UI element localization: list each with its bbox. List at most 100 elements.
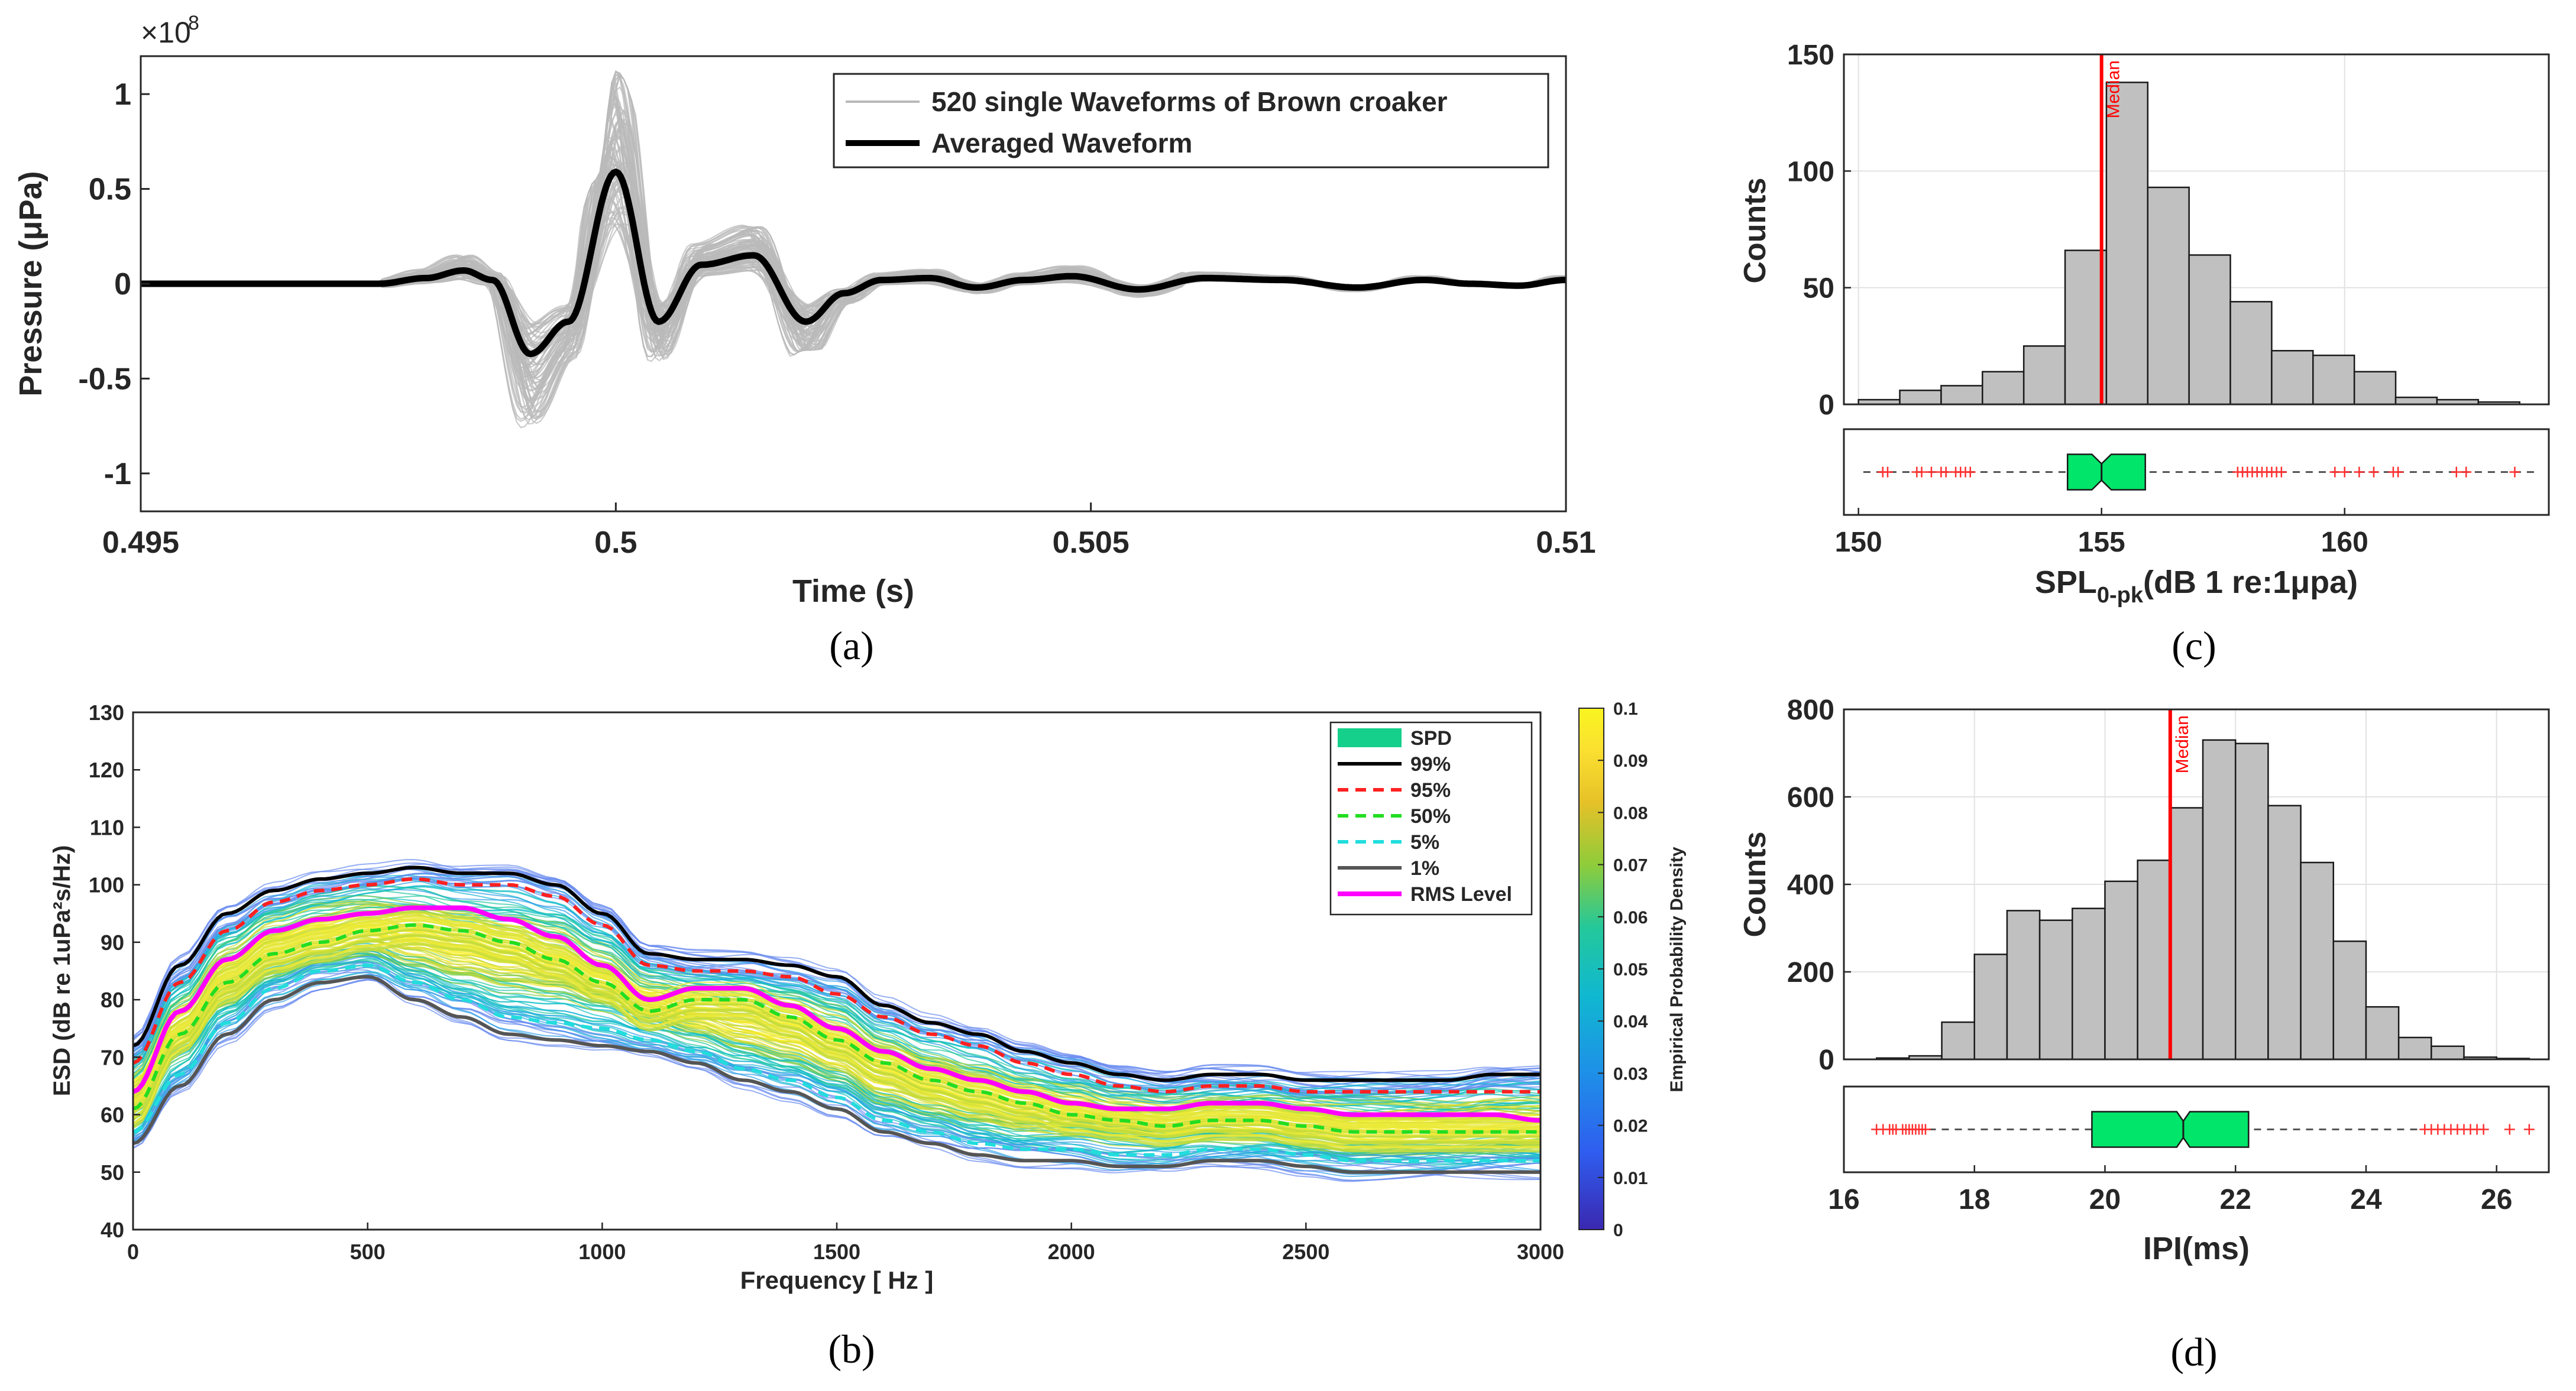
panel-b-legend-label-95: 95%	[1410, 779, 1451, 802]
panel-c-xtick-label: 150	[1835, 527, 1882, 558]
panel-c-box-ticks: 150 155 160	[1835, 508, 2368, 558]
panel-c-outlier	[2393, 466, 2404, 478]
panel-b-ytick-label: 130	[89, 701, 124, 725]
panel-d-bar	[2431, 1045, 2465, 1061]
panel-c-ytick-label: 100	[1787, 156, 1834, 187]
panel-b-colorbar-tick-label: 0.1	[1613, 699, 1638, 719]
panel-b-spd-core-trace	[133, 932, 1541, 1141]
panel-c-bar	[1899, 390, 1942, 406]
panel-d-ytick-label: 800	[1787, 695, 1834, 726]
panel-b-ytick-label: 120	[89, 758, 124, 782]
panel-d-bar	[2267, 805, 2302, 1061]
panel-b-xtick-label: 1500	[813, 1240, 860, 1264]
panel-d-bar	[2104, 880, 2138, 1061]
panel-d-bar	[2332, 940, 2367, 1061]
panel-a-ytick-label: 0.5	[89, 173, 131, 207]
panel-a-ytick-label: 0	[114, 267, 131, 301]
panel-a-single-waveform	[141, 148, 1566, 365]
panel-d-outlier	[2478, 1124, 2489, 1135]
panel-a-single-waveform	[141, 218, 1566, 330]
panel-d-xtick-label: 18	[1959, 1184, 1990, 1215]
panel-a-caption: (a)	[829, 623, 873, 668]
panel-b-spd-trace	[133, 867, 1541, 1094]
panel-b-spd-trace	[133, 961, 1541, 1171]
panel-c-caption: (c)	[2172, 623, 2216, 668]
panel-d-outlier	[1920, 1124, 1931, 1135]
panel-b-xtick-label: 500	[350, 1240, 386, 1264]
panel-a-single-waveform	[141, 210, 1566, 333]
panel-b-spd-core-trace	[133, 927, 1541, 1136]
panel-d-ytick-label: 600	[1787, 782, 1834, 813]
panel-c-outlier	[2276, 466, 2287, 478]
panel-b-spd-core-trace	[133, 943, 1541, 1152]
panel-b-colorbar-tick-label: 0.01	[1613, 1169, 1648, 1188]
panel-c-outlier	[2329, 466, 2341, 478]
panel-c-hist-ticks: 0 50 100 150	[1787, 40, 1851, 421]
panel-c-histogram: Median	[1844, 54, 2549, 406]
panel-b-ytick-label: 100	[89, 873, 124, 897]
panel-b-percentile-lines	[133, 865, 1541, 1174]
panel-a-single-waveform	[141, 164, 1566, 356]
panel-b-spd-core-trace	[133, 933, 1541, 1142]
panel-c-bar	[2147, 186, 2190, 406]
panel-b-spd-trace	[133, 903, 1541, 1121]
panel-d-bar	[1941, 1021, 1975, 1061]
panel-b-legend-label-5: 5%	[1410, 831, 1439, 854]
panel-c-box	[2066, 453, 2146, 491]
panel-d-outlier	[2523, 1124, 2535, 1135]
panel-b-legend-label-50: 50%	[1410, 805, 1451, 828]
panel-a-single-waveform	[141, 137, 1566, 372]
panel-b-spd-core-trace	[133, 935, 1541, 1143]
panel-d-bar	[2169, 807, 2204, 1061]
panel-b-colorbar-tick-label: 0.08	[1613, 803, 1648, 823]
panel-d-ytick-label: 400	[1787, 870, 1834, 901]
panel-c-outlier	[2368, 466, 2380, 478]
panel-b-spd-trace	[133, 876, 1541, 1098]
panel-b-spd-core-trace	[133, 919, 1541, 1128]
panel-a-single-waveform	[141, 160, 1566, 356]
panel-c-bar	[2022, 345, 2066, 406]
panel-a-single-waveform	[141, 223, 1566, 325]
panel-a-single-waveform	[141, 154, 1566, 369]
panel-d-bar	[2365, 1006, 2400, 1061]
panel-a-ytick-label: 1	[114, 77, 131, 112]
panel-a-single-waveform	[141, 184, 1566, 346]
panel-a-single-waveform	[141, 196, 1566, 339]
panel-b-ticks: 0 500 1000 1500 2000 2500 3000 130 120 110 100 90 80…	[89, 701, 1564, 1264]
panel-a-single-waveform	[141, 211, 1566, 334]
panel-a-xlabel: Time (s)	[792, 573, 914, 609]
panel-b-caption: (b)	[828, 1327, 875, 1371]
panel-c-bar	[2271, 349, 2314, 406]
panel-d-xtick-label: 20	[2089, 1184, 2121, 1215]
panel-b-legend-swatch-spd	[1338, 728, 1402, 747]
panel-a-legend-box	[833, 73, 1549, 168]
panel-b-spd-core-trace	[133, 917, 1541, 1127]
panel-c-bar	[2312, 354, 2355, 406]
panel-b-spd-trace	[133, 878, 1541, 1104]
panel-d-box-ticks: 16 18 20 22 24 26	[1828, 1165, 2512, 1215]
panel-a-xtick-label: 0.495	[102, 526, 179, 560]
panel-c-xtick-label: 155	[2078, 527, 2125, 558]
panel-c-outlier	[2461, 466, 2472, 478]
panel-a-single-waveform	[141, 164, 1566, 357]
panel-a-single-waveform	[141, 145, 1566, 369]
panel-a-legend: 520 single Waveforms of Brown croaker Av…	[833, 73, 1549, 168]
panel-c-bar	[2353, 371, 2397, 406]
panel-b-xtick-label: 2500	[1282, 1240, 1329, 1264]
panel-c-ytick-label: 150	[1787, 40, 1834, 71]
panel-a-legend-label-average: Averaged Waveform	[931, 128, 1192, 158]
panel-b-spd-trace	[133, 868, 1541, 1088]
panel-c-median-label: Median	[2104, 60, 2124, 118]
panel-d-bar	[2137, 860, 2172, 1061]
panel-b-legend-box	[1329, 721, 1533, 916]
panel-a-legend-label-single: 520 single Waveforms of Brown croaker	[931, 86, 1448, 117]
panel-b-line-1pct	[133, 975, 1541, 1174]
panel-b-legend-label-spd: SPD	[1410, 727, 1452, 750]
panel-a-single-waveform	[141, 200, 1566, 335]
panel-b-colorbar-tick-label: 0.06	[1613, 908, 1648, 928]
panel-b-spd-core-trace	[133, 938, 1541, 1147]
panel-a-single-waveform	[141, 198, 1566, 336]
panel-b-ytick-label: 110	[90, 815, 124, 839]
panel-d-median-label: Median	[2173, 715, 2192, 773]
